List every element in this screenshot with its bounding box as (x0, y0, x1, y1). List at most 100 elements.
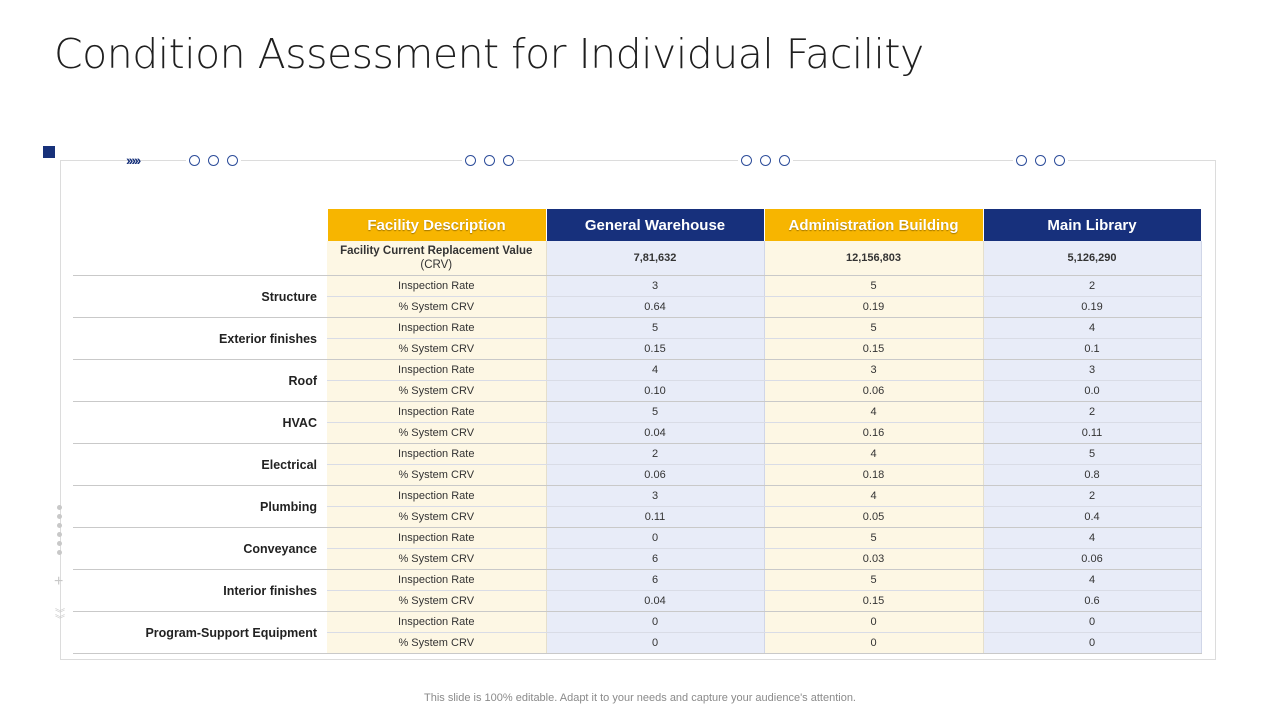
system-crv-label: % System CRV (327, 632, 547, 654)
table-row: Program-Support Equipment Inspection Rate… (73, 611, 1202, 654)
inspection-rate-label: Inspection Rate (327, 485, 547, 507)
cell-administration-building: 0.18 (764, 464, 984, 486)
table-row: Conveyance Inspection Rate 0 5 4 (73, 527, 1202, 570)
cell-administration-building: 5 (764, 569, 984, 591)
cell-general-warehouse: 5 (546, 401, 765, 423)
dots-decoration-4 (1013, 155, 1068, 166)
cell-administration-building: 0 (764, 611, 984, 633)
system-crv-label: % System CRV (327, 380, 547, 402)
crv-row-blank (73, 241, 327, 276)
corner-square-decoration (43, 146, 55, 158)
cell-main-library: 0.19 (983, 296, 1202, 318)
table-row: % System CRV 0 0 0 (73, 632, 1202, 654)
inspection-rate-label: Inspection Rate (327, 443, 547, 465)
side-dots-decoration (57, 505, 62, 555)
cell-main-library: 0.8 (983, 464, 1202, 486)
cell-administration-building: 0.15 (764, 338, 984, 360)
crv-value-administration-building: 12,156,803 (764, 241, 984, 276)
category-label: Program-Support Equipment (73, 611, 327, 654)
table-row: Exterior finishes Inspection Rate 5 5 4 (73, 317, 1202, 360)
cell-main-library: 2 (983, 275, 1202, 297)
cell-administration-building: 3 (764, 359, 984, 381)
cell-administration-building: 5 (764, 317, 984, 339)
chevrons-icon: ››››› (126, 152, 141, 168)
category-label: Electrical (73, 443, 327, 486)
cell-main-library: 3 (983, 359, 1202, 381)
table-row: Roof Inspection Rate 4 3 3 (73, 359, 1202, 402)
cell-administration-building: 0.06 (764, 380, 984, 402)
table-row: % System CRV 0.15 0.15 0.1 (73, 338, 1202, 360)
inspection-rate-label: Inspection Rate (327, 569, 547, 591)
table-row: Electrical Inspection Rate 2 4 5 (73, 443, 1202, 486)
table-row: % System CRV 6 0.03 0.06 (73, 548, 1202, 570)
cell-main-library: 0.6 (983, 590, 1202, 612)
system-crv-label: % System CRV (327, 590, 547, 612)
cell-general-warehouse: 6 (546, 569, 765, 591)
cell-administration-building: 0.16 (764, 422, 984, 444)
system-crv-label: % System CRV (327, 338, 547, 360)
system-crv-label: % System CRV (327, 464, 547, 486)
table-row: Structure Inspection Rate 3 5 2 (73, 275, 1202, 318)
crv-label: Facility Current Replacement Value (CRV) (327, 241, 547, 276)
cell-administration-building: 5 (764, 275, 984, 297)
cell-general-warehouse: 0.04 (546, 422, 765, 444)
system-crv-label: % System CRV (327, 548, 547, 570)
category-label: HVAC (73, 401, 327, 444)
inspection-rate-label: Inspection Rate (327, 401, 547, 423)
table-row: HVAC Inspection Rate 5 4 2 (73, 401, 1202, 444)
crv-label-main: Facility Current Replacement Value (340, 245, 533, 257)
cell-general-warehouse: 0 (546, 527, 765, 549)
assessment-table: Facility Description General Warehouse A… (73, 209, 1202, 654)
header-administration-building: Administration Building (764, 209, 984, 241)
header-general-warehouse: General Warehouse (546, 209, 765, 241)
cell-general-warehouse: 6 (546, 548, 765, 570)
table-row: % System CRV 0.04 0.16 0.11 (73, 422, 1202, 444)
chevron-down-icon: ︾ ︾ (55, 609, 65, 626)
header-facility-description: Facility Description (327, 209, 547, 241)
dots-decoration-3 (738, 155, 793, 166)
cell-general-warehouse: 3 (546, 485, 765, 507)
cell-general-warehouse: 0 (546, 611, 765, 633)
category-label: Conveyance (73, 527, 327, 570)
cell-general-warehouse: 0.64 (546, 296, 765, 318)
cell-main-library: 0.11 (983, 422, 1202, 444)
cell-main-library: 5 (983, 443, 1202, 465)
content-frame (60, 160, 1216, 660)
cell-general-warehouse: 3 (546, 275, 765, 297)
cell-administration-building: 0 (764, 632, 984, 654)
crv-value-main-library: 5,126,290 (983, 241, 1202, 276)
table-header-row: Facility Description General Warehouse A… (73, 209, 1202, 241)
category-label: Roof (73, 359, 327, 402)
system-crv-label: % System CRV (327, 296, 547, 318)
cell-administration-building: 4 (764, 443, 984, 465)
cell-main-library: 2 (983, 401, 1202, 423)
cell-general-warehouse: 5 (546, 317, 765, 339)
cell-main-library: 2 (983, 485, 1202, 507)
inspection-rate-label: Inspection Rate (327, 527, 547, 549)
footer-note: This slide is 100% editable. Adapt it to… (424, 692, 856, 704)
category-label: Exterior finishes (73, 317, 327, 360)
system-crv-label: % System CRV (327, 506, 547, 528)
header-blank (73, 209, 328, 241)
cell-main-library: 0 (983, 632, 1202, 654)
cell-main-library: 0.4 (983, 506, 1202, 528)
cell-administration-building: 0.19 (764, 296, 984, 318)
cell-main-library: 4 (983, 317, 1202, 339)
system-crv-label: % System CRV (327, 422, 547, 444)
inspection-rate-label: Inspection Rate (327, 359, 547, 381)
inspection-rate-label: Inspection Rate (327, 275, 547, 297)
dots-decoration-1 (186, 155, 241, 166)
cell-main-library: 0 (983, 611, 1202, 633)
category-label: Plumbing (73, 485, 327, 528)
cell-administration-building: 0.03 (764, 548, 984, 570)
header-main-library: Main Library (983, 209, 1202, 241)
crv-row: Facility Current Replacement Value (CRV)… (73, 241, 1202, 276)
cell-administration-building: 4 (764, 485, 984, 507)
cell-main-library: 0.1 (983, 338, 1202, 360)
cell-general-warehouse: 0 (546, 632, 765, 654)
cell-main-library: 4 (983, 569, 1202, 591)
cell-main-library: 0.06 (983, 548, 1202, 570)
cell-general-warehouse: 0.11 (546, 506, 765, 528)
cell-administration-building: 4 (764, 401, 984, 423)
cell-general-warehouse: 0.04 (546, 590, 765, 612)
